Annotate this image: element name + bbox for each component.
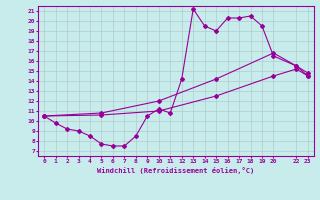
X-axis label: Windchill (Refroidissement éolien,°C): Windchill (Refroidissement éolien,°C) <box>97 167 255 174</box>
